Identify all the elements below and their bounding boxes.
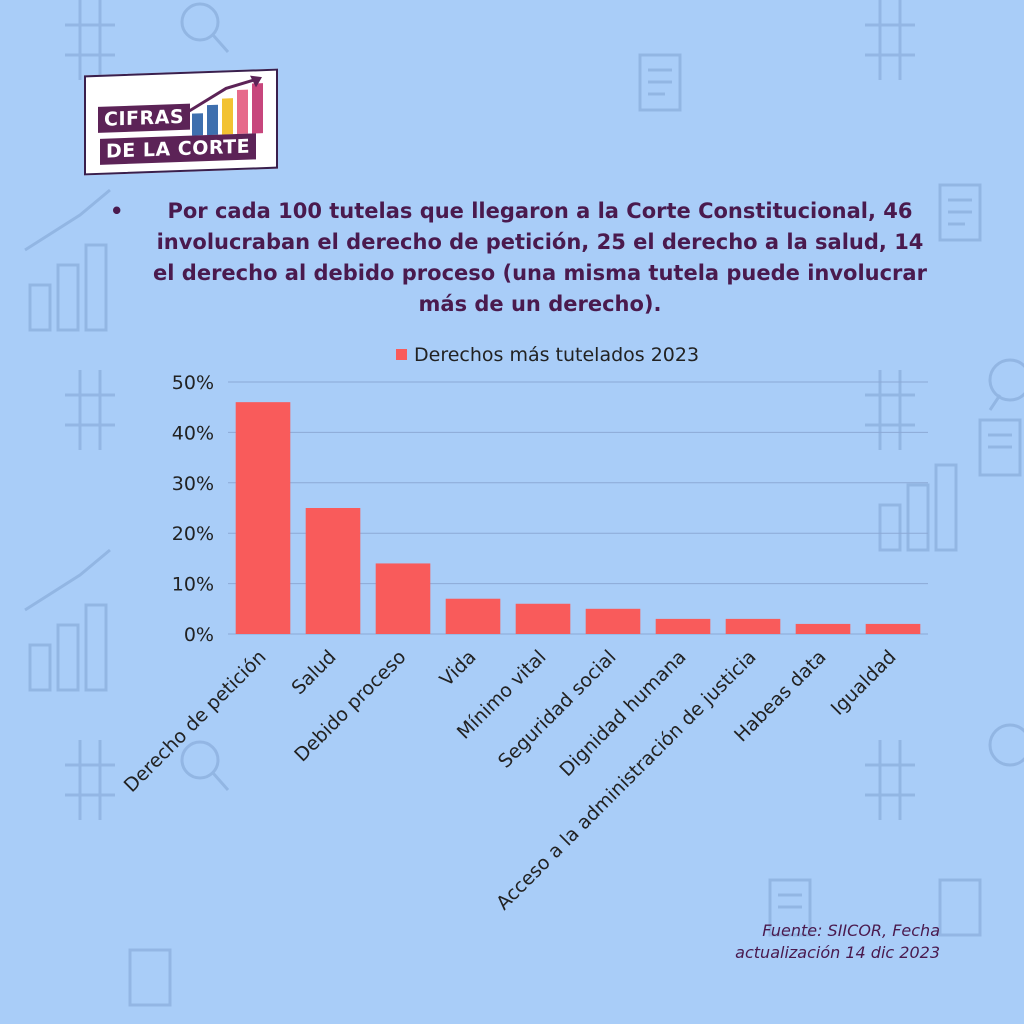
- y-tick-label: 20%: [172, 523, 214, 545]
- x-tick-label: Seguridad social: [494, 646, 621, 773]
- headline-text: Por cada 100 tutelas que llegaron a la C…: [153, 199, 927, 316]
- bar: [375, 563, 431, 634]
- logo-bars-icon: [187, 75, 263, 136]
- legend-swatch: [396, 349, 407, 360]
- doodle-magnifier-icon: [180, 2, 1024, 791]
- y-tick-label: 40%: [172, 422, 214, 444]
- bar: [585, 608, 641, 634]
- x-tick-label: Vida: [436, 646, 481, 691]
- source-note: Fuente: SIICOR, Fecha actualización 14 d…: [640, 920, 940, 964]
- bar: [795, 623, 851, 634]
- y-tick-label: 0%: [184, 624, 214, 646]
- source-line-2: actualización 14 dic 2023: [735, 943, 940, 962]
- headline-bullet: •: [110, 199, 124, 223]
- bar: [305, 508, 361, 634]
- y-tick-label: 50%: [172, 372, 214, 394]
- source-line-1: Fuente: SIICOR, Fecha: [762, 921, 940, 940]
- doodle-chart-icon: [24, 548, 111, 692]
- x-tick-label: Acceso a la administración de justicia: [492, 646, 760, 914]
- brand-logo: CIFRAS DE LA CORTE: [84, 68, 278, 176]
- bar: [515, 603, 571, 634]
- headline: • Por cada 100 tutelas que llegaron a la…: [110, 196, 930, 320]
- bar: [865, 623, 921, 634]
- y-tick-label: 30%: [172, 473, 214, 495]
- x-tick-label: Derecho de petición: [120, 646, 271, 797]
- x-tick-label: Igualdad: [827, 646, 901, 720]
- bar: [235, 402, 291, 634]
- y-tick-label: 10%: [172, 574, 214, 596]
- doodle-hashtag-icon: [65, 0, 915, 820]
- doodle-chart-icon: [878, 463, 958, 552]
- doodle-document-icon: [128, 53, 1022, 1007]
- legend-label: Derechos más tutelados 2023: [414, 344, 699, 366]
- x-tick-label: Dignidad humana: [555, 646, 690, 781]
- bar: [725, 618, 781, 634]
- bar: [445, 598, 501, 634]
- bar: [655, 618, 711, 634]
- x-tick-label: Salud: [287, 646, 340, 699]
- doodle-chart-icon: [24, 188, 111, 332]
